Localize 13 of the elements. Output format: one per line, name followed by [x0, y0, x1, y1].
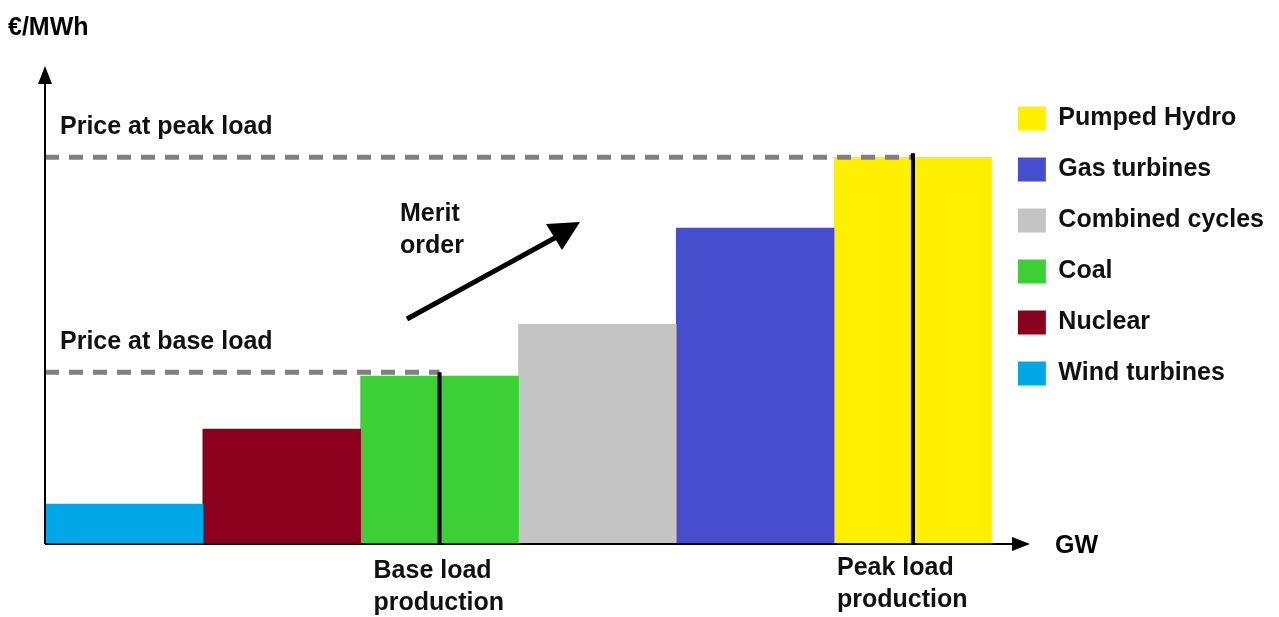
- legend-label: Coal: [1058, 255, 1113, 284]
- ref-line-label: Price at base load: [60, 325, 273, 357]
- y-axis-title: €/MWh: [8, 11, 89, 40]
- ref-line-label: Price at peak load: [60, 110, 273, 142]
- legend-label: Gas turbines: [1058, 153, 1212, 182]
- legend-label: Wind turbines: [1058, 357, 1225, 386]
- annotation: Merit order: [400, 197, 465, 260]
- x-axis-title: GW: [1055, 529, 1099, 558]
- legend-label: Pumped Hydro: [1058, 102, 1237, 131]
- legend-label: Combined cycles: [1058, 204, 1265, 233]
- legend-label: Nuclear: [1058, 306, 1151, 335]
- text: Peak load production: [836, 551, 969, 614]
- text: Base load production: [373, 554, 506, 617]
